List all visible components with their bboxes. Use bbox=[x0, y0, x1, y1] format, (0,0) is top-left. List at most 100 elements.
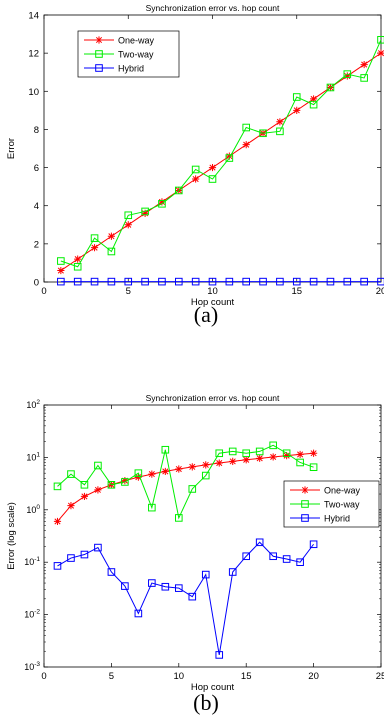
y-tick-label: 10 bbox=[28, 87, 39, 98]
data-point bbox=[276, 127, 284, 136]
data-point bbox=[228, 447, 237, 456]
data-point bbox=[377, 49, 384, 57]
data-point bbox=[67, 502, 75, 510]
x-tick-label: 10 bbox=[207, 286, 218, 297]
data-point bbox=[107, 232, 115, 240]
series-hybrid bbox=[57, 277, 384, 286]
data-point bbox=[53, 562, 62, 570]
data-point bbox=[175, 186, 183, 195]
data-point bbox=[208, 277, 217, 286]
data-point bbox=[188, 463, 196, 471]
legend-marker bbox=[95, 50, 103, 58]
data-point bbox=[53, 517, 62, 526]
data-point bbox=[259, 277, 267, 286]
data-point bbox=[360, 277, 368, 286]
data-point bbox=[296, 458, 304, 467]
y-tick-label: 10-3 bbox=[24, 661, 40, 672]
x-tick-label: 20 bbox=[308, 671, 319, 682]
data-point bbox=[377, 277, 384, 286]
legend-label: One-way bbox=[324, 486, 361, 496]
data-point bbox=[158, 198, 166, 206]
legend-label: Two-way bbox=[324, 500, 360, 510]
data-point bbox=[343, 70, 352, 78]
data-point bbox=[242, 123, 250, 132]
data-point bbox=[158, 200, 166, 208]
data-point bbox=[90, 234, 99, 242]
series-line bbox=[57, 541, 314, 656]
data-point bbox=[242, 456, 250, 464]
x-tick-label: 15 bbox=[241, 671, 252, 682]
data-point bbox=[377, 35, 384, 44]
data-point bbox=[90, 244, 99, 252]
data-point bbox=[192, 175, 200, 183]
panel-b-caption: (b) bbox=[193, 690, 219, 715]
data-point bbox=[158, 277, 166, 286]
data-point bbox=[188, 592, 197, 601]
y-tick-label: 10-2 bbox=[24, 609, 40, 620]
data-point bbox=[360, 60, 368, 69]
data-point bbox=[175, 465, 183, 473]
y-tick-label: 14 bbox=[28, 11, 39, 22]
data-point bbox=[80, 550, 89, 559]
data-point bbox=[296, 558, 304, 567]
data-point bbox=[343, 277, 352, 286]
x-tick-label: 5 bbox=[126, 286, 131, 297]
data-point bbox=[57, 257, 65, 265]
data-point bbox=[80, 480, 89, 489]
data-point bbox=[309, 277, 318, 286]
data-point bbox=[175, 277, 183, 286]
legend-marker bbox=[301, 486, 309, 494]
data-point bbox=[191, 277, 200, 286]
data-point bbox=[208, 175, 217, 183]
data-point bbox=[134, 609, 143, 618]
y-axis-label: Error (log scale) bbox=[6, 502, 17, 570]
data-point bbox=[255, 447, 264, 456]
legend-marker bbox=[301, 500, 309, 508]
y-tick-label: 12 bbox=[28, 49, 39, 60]
legend: One-way Two-way Hybrid bbox=[77, 30, 180, 78]
x-tick-label: 0 bbox=[41, 286, 46, 297]
data-point bbox=[202, 461, 210, 469]
data-point bbox=[80, 492, 89, 501]
legend-label: Hybrid bbox=[324, 514, 350, 524]
data-point bbox=[242, 552, 250, 561]
data-point bbox=[293, 106, 301, 114]
x-tick-label: 10 bbox=[174, 671, 185, 682]
x-tick-label: 20 bbox=[376, 286, 384, 297]
x-axis-label: Hop count bbox=[191, 297, 235, 308]
data-point bbox=[161, 467, 169, 476]
data-point bbox=[282, 555, 291, 563]
data-point bbox=[124, 211, 133, 220]
data-point bbox=[141, 277, 149, 286]
legend-marker bbox=[95, 36, 103, 44]
data-point bbox=[215, 449, 224, 458]
data-point bbox=[229, 457, 237, 465]
data-point bbox=[343, 72, 351, 80]
data-point bbox=[94, 461, 102, 470]
x-axis-label: Hop count bbox=[191, 682, 235, 693]
data-point bbox=[269, 441, 277, 450]
y-tick-label: 102 bbox=[26, 399, 40, 410]
y-tick-label: 10-1 bbox=[24, 556, 40, 567]
data-point bbox=[309, 540, 318, 549]
data-point bbox=[141, 207, 149, 216]
data-point bbox=[94, 486, 102, 494]
data-point bbox=[175, 514, 183, 522]
y-tick-label: 4 bbox=[34, 201, 39, 212]
data-point bbox=[90, 277, 99, 286]
legend-marker bbox=[301, 514, 309, 522]
data-point bbox=[67, 554, 75, 562]
data-point bbox=[225, 152, 233, 160]
data-point bbox=[124, 277, 133, 286]
data-point bbox=[53, 482, 62, 491]
y-tick-label: 100 bbox=[26, 504, 40, 515]
legend-label: Two-way bbox=[118, 50, 154, 60]
data-point bbox=[282, 449, 291, 458]
data-point bbox=[148, 579, 156, 587]
data-point bbox=[215, 651, 224, 659]
data-point bbox=[225, 277, 234, 286]
series-hybrid bbox=[53, 538, 318, 659]
data-point bbox=[161, 582, 170, 591]
panel-a-caption: (a) bbox=[193, 302, 219, 327]
